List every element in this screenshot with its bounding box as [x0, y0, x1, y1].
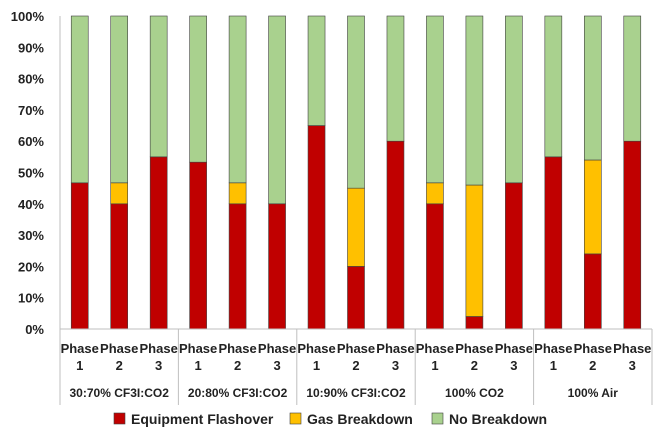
- bar-segment: [347, 15, 365, 189]
- bar-segment: [110, 15, 128, 184]
- x-tick-label: Phase: [61, 341, 99, 356]
- bar-segment: [465, 184, 484, 317]
- x-tick-label: Phase: [416, 341, 454, 356]
- x-tick-label: Phase: [258, 341, 296, 356]
- x-tick-label: Phase: [337, 341, 375, 356]
- bar-segment: [544, 15, 563, 158]
- legend-label: Equipment Flashover: [131, 411, 274, 427]
- x-tick-label: Phase: [179, 341, 217, 356]
- x-tick-label: 2: [234, 358, 241, 373]
- bar-segment: [307, 125, 326, 330]
- legend-swatch: [113, 412, 126, 425]
- bar-segment: [149, 15, 168, 158]
- bar-segment: [623, 140, 642, 330]
- bar-segment: [268, 15, 286, 205]
- legend-label: Gas Breakdown: [307, 411, 413, 427]
- bar-segment: [426, 182, 444, 205]
- x-tick-label: Phase: [376, 341, 414, 356]
- bar-segment: [426, 203, 444, 330]
- x-tick-label: Phase: [218, 341, 256, 356]
- x-tick-label: 2: [589, 358, 596, 373]
- group-label: 100% CO2: [445, 386, 504, 400]
- x-tick-label: Phase: [100, 341, 138, 356]
- legend-swatch: [289, 412, 302, 425]
- x-tick-label: 2: [471, 358, 478, 373]
- x-tick-label: Phase: [574, 341, 612, 356]
- y-tick-label: 70%: [18, 103, 44, 118]
- group-label: 20:80% CF3I:CO2: [188, 386, 288, 400]
- bar-segment: [70, 182, 89, 330]
- bar-segment: [228, 203, 247, 330]
- x-tick-label: 3: [629, 358, 636, 373]
- x-tick-label: 1: [195, 358, 202, 373]
- bar-segment: [583, 253, 602, 330]
- y-tick-label: 0%: [25, 322, 44, 337]
- x-tick-label: Phase: [495, 341, 533, 356]
- x-tick-label: Phase: [455, 341, 493, 356]
- bar-segment: [307, 15, 326, 126]
- bar-segment: [347, 187, 365, 267]
- bar-segment: [228, 182, 247, 205]
- group-label: 30:70% CF3I:CO2: [70, 386, 170, 400]
- bar-segment: [110, 203, 128, 330]
- bar-segment: [505, 15, 523, 184]
- bar-segment: [189, 15, 207, 163]
- bar-segment: [505, 182, 523, 330]
- y-tick-label: 90%: [18, 40, 44, 55]
- x-tick-label: 1: [550, 358, 557, 373]
- y-tick-label: 20%: [18, 259, 44, 274]
- x-tick-label: 1: [431, 358, 438, 373]
- bar-segment: [583, 159, 602, 255]
- y-tick-label: 10%: [18, 291, 44, 306]
- bar-segment: [70, 15, 89, 184]
- x-tick-label: Phase: [534, 341, 572, 356]
- bar-segment: [386, 140, 405, 330]
- bar-segment: [544, 156, 563, 330]
- group-label: 10:90% CF3I:CO2: [306, 386, 406, 400]
- x-tick-label: 1: [76, 358, 83, 373]
- y-tick-label: 40%: [18, 197, 44, 212]
- bar-segment: [347, 266, 365, 330]
- x-tick-label: 2: [352, 358, 359, 373]
- bar-segment: [110, 182, 128, 205]
- group-label: 100% Air: [568, 386, 619, 400]
- bar-segment: [268, 203, 286, 330]
- bar-segment: [623, 15, 642, 142]
- legend-swatch: [431, 412, 444, 425]
- bar-segment: [149, 156, 168, 330]
- x-tick-label: Phase: [297, 341, 335, 356]
- bar-segment: [189, 161, 207, 330]
- x-tick-label: Phase: [613, 341, 651, 356]
- bar-segment: [386, 15, 405, 142]
- y-tick-label: 60%: [18, 134, 44, 149]
- y-tick-label: 30%: [18, 228, 44, 243]
- x-tick-label: 3: [155, 358, 162, 373]
- bar-segment: [465, 15, 484, 186]
- x-tick-label: Phase: [140, 341, 178, 356]
- bar-segment: [228, 15, 247, 184]
- x-tick-label: 2: [116, 358, 123, 373]
- x-tick-label: 3: [273, 358, 280, 373]
- y-tick-label: 80%: [18, 72, 44, 87]
- bar-segment: [465, 316, 484, 330]
- y-tick-label: 50%: [18, 166, 44, 181]
- y-tick-label: 100%: [11, 9, 45, 24]
- legend-label: No Breakdown: [449, 411, 547, 427]
- bar-segment: [426, 15, 444, 184]
- x-tick-label: 3: [392, 358, 399, 373]
- bar-segment: [583, 15, 602, 161]
- x-tick-label: 3: [510, 358, 517, 373]
- x-tick-label: 1: [313, 358, 320, 373]
